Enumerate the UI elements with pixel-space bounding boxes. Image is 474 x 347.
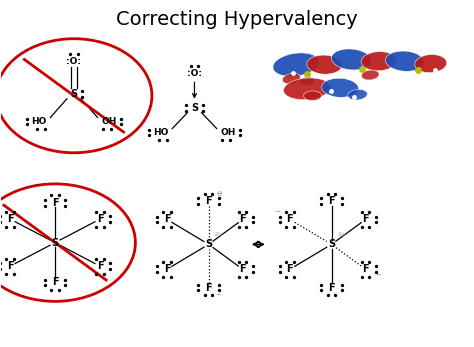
Text: HO: HO [31,117,46,126]
Text: F: F [97,261,103,271]
Text: −: − [375,272,381,278]
Text: 2+: 2+ [337,232,346,237]
Text: F: F [164,214,170,225]
Text: F: F [7,214,13,224]
Text: F: F [328,196,335,206]
Text: OH: OH [102,117,117,126]
Text: F: F [97,214,103,224]
Text: S: S [328,239,335,249]
Ellipse shape [322,78,358,97]
Text: :O:: :O: [187,69,202,78]
Ellipse shape [283,78,330,100]
Text: ⊖: ⊖ [216,191,222,197]
Text: S: S [191,103,198,113]
Ellipse shape [415,54,447,73]
Ellipse shape [348,90,367,100]
Text: F: F [164,264,170,274]
Text: F: F [362,214,369,225]
Text: S: S [52,238,59,248]
Text: 2+: 2+ [214,232,224,237]
Text: F: F [7,261,13,271]
Text: F: F [287,264,293,274]
Text: F: F [239,214,246,225]
Ellipse shape [385,51,424,71]
Text: OH: OH [221,128,236,137]
Text: Correcting Hypervalency: Correcting Hypervalency [116,10,358,29]
Text: F: F [205,196,212,206]
Text: HO: HO [153,128,168,137]
Text: F: F [328,282,335,293]
Ellipse shape [307,55,342,74]
Ellipse shape [361,52,396,71]
Text: F: F [52,277,58,287]
Text: −: − [215,191,221,196]
Ellipse shape [304,91,321,101]
Text: F: F [205,282,212,293]
Text: F: F [287,214,293,225]
Text: S: S [70,89,78,99]
Ellipse shape [283,73,301,84]
Ellipse shape [300,77,314,85]
Text: F: F [239,264,246,274]
Ellipse shape [273,53,319,76]
Text: −: − [215,292,221,298]
Text: F: F [362,264,369,274]
Ellipse shape [362,70,379,80]
Ellipse shape [331,49,371,70]
Text: :O:: :O: [66,57,82,66]
Text: S: S [205,239,212,249]
Text: −: − [274,209,280,215]
Text: F: F [52,198,58,208]
